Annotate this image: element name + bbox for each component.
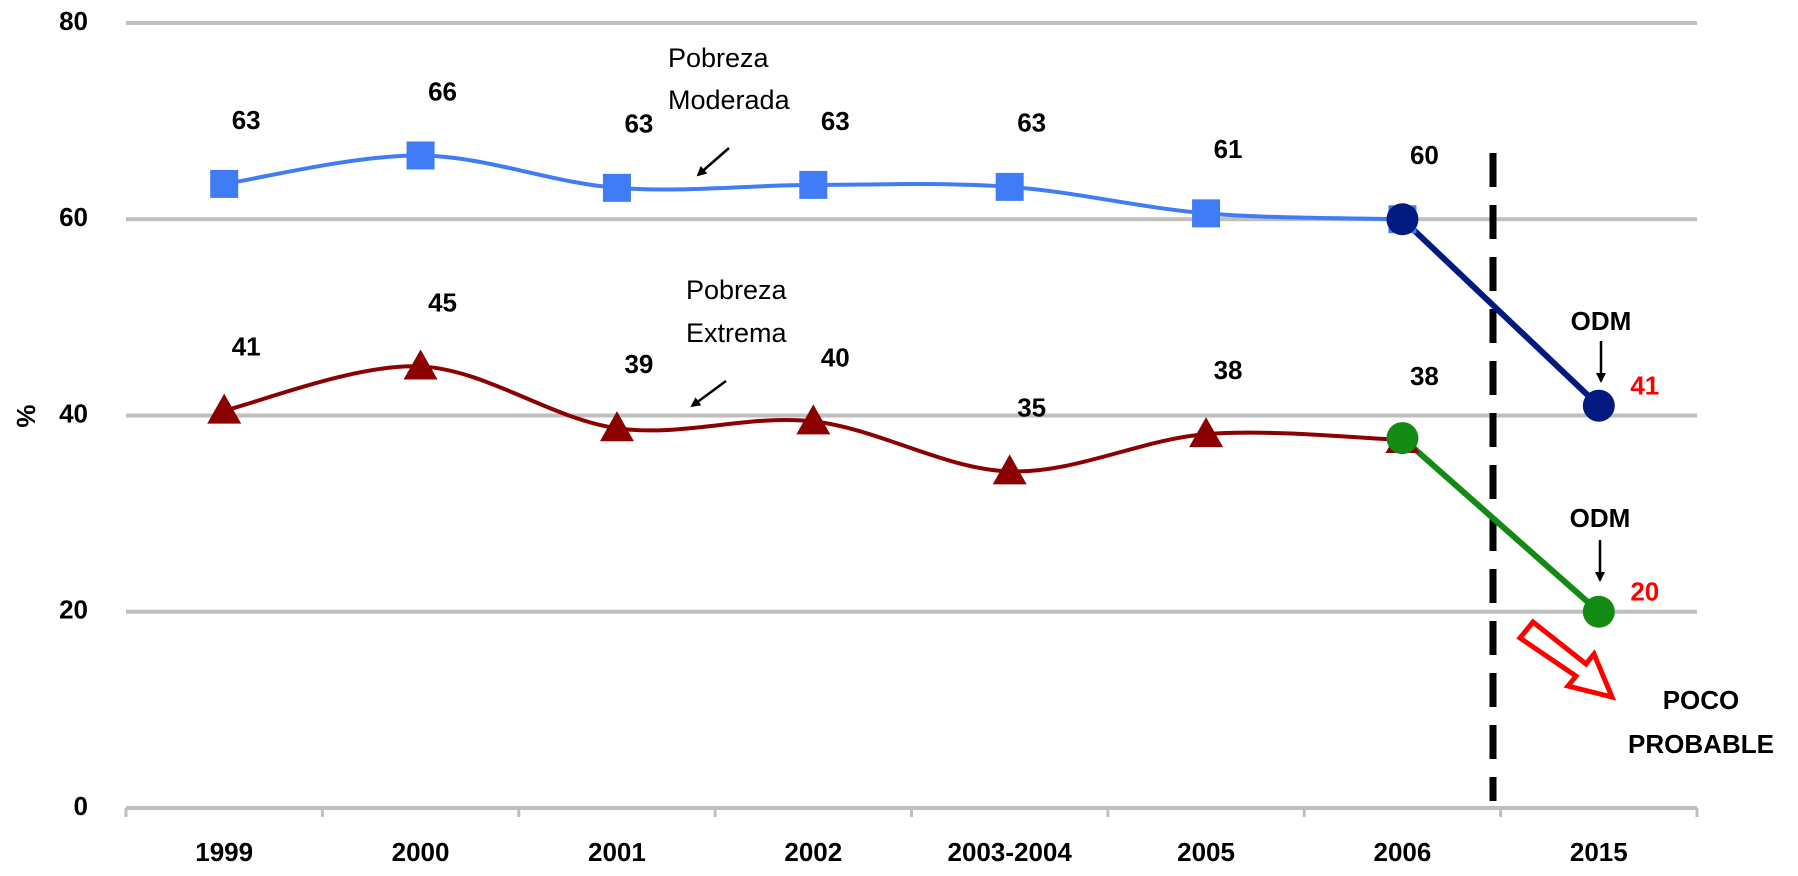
y-tick-label: 0 — [74, 791, 88, 821]
annotation: ODM — [1570, 503, 1631, 533]
value-label: 63 — [1017, 108, 1046, 138]
marker — [1386, 422, 1419, 455]
marker — [406, 141, 435, 170]
y-tick-label: 80 — [59, 6, 88, 36]
annotation: Extrema — [686, 318, 788, 348]
value-label: 40 — [821, 342, 850, 372]
x-tick-label: 1999 — [195, 837, 253, 867]
series-line — [1400, 217, 1601, 408]
x-tick-label: 2005 — [1177, 837, 1235, 867]
annotation: Pobreza — [668, 43, 770, 73]
annotation: POCO — [1663, 685, 1740, 715]
value-label: 20 — [1630, 577, 1659, 607]
value-label: 63 — [821, 106, 850, 136]
marker — [995, 172, 1024, 201]
value-label: 38 — [1410, 361, 1439, 391]
x-tick-label: 2002 — [784, 837, 842, 867]
y-tick-label: 20 — [59, 595, 88, 625]
marker — [796, 404, 831, 435]
value-label: 41 — [1630, 371, 1659, 401]
x-tick-label: 2015 — [1570, 837, 1628, 867]
x-tick-label: 2000 — [392, 837, 450, 867]
marker — [1582, 595, 1615, 628]
marker — [403, 349, 438, 380]
trend-arrow — [1516, 618, 1617, 701]
x-tick-label: 2003-2004 — [948, 837, 1073, 867]
marker — [1582, 389, 1615, 422]
value-label: 41 — [232, 331, 261, 361]
y-tick-label: 40 — [59, 398, 88, 428]
annotation-arrow — [690, 379, 727, 408]
y-axis-label: % — [11, 404, 41, 427]
marker — [599, 411, 634, 442]
value-label: 63 — [624, 109, 653, 139]
annotation: ODM — [1571, 306, 1632, 336]
value-label: 39 — [624, 349, 653, 379]
marker — [210, 169, 239, 198]
value-label: 38 — [1214, 355, 1243, 385]
value-label: 45 — [428, 287, 457, 317]
annotation: PROBABLE — [1628, 729, 1774, 759]
series-line — [1400, 435, 1601, 614]
y-tick-label: 60 — [59, 202, 88, 232]
value-label: 60 — [1410, 140, 1439, 170]
x-tick-label: 2006 — [1374, 837, 1432, 867]
value-label: 66 — [428, 76, 457, 106]
marker — [602, 173, 631, 202]
annotation: Pobreza — [686, 275, 788, 305]
value-label: 63 — [232, 105, 261, 135]
marker — [799, 170, 828, 199]
marker — [992, 454, 1027, 485]
marker — [1189, 417, 1224, 448]
annotation-arrow — [696, 147, 730, 177]
x-tick-label: 2001 — [588, 837, 646, 867]
marker — [1386, 203, 1419, 236]
marker — [207, 393, 242, 424]
value-label: 35 — [1017, 392, 1046, 422]
marker — [1192, 199, 1221, 228]
annotation: Moderada — [668, 85, 791, 115]
value-label: 61 — [1214, 134, 1243, 164]
